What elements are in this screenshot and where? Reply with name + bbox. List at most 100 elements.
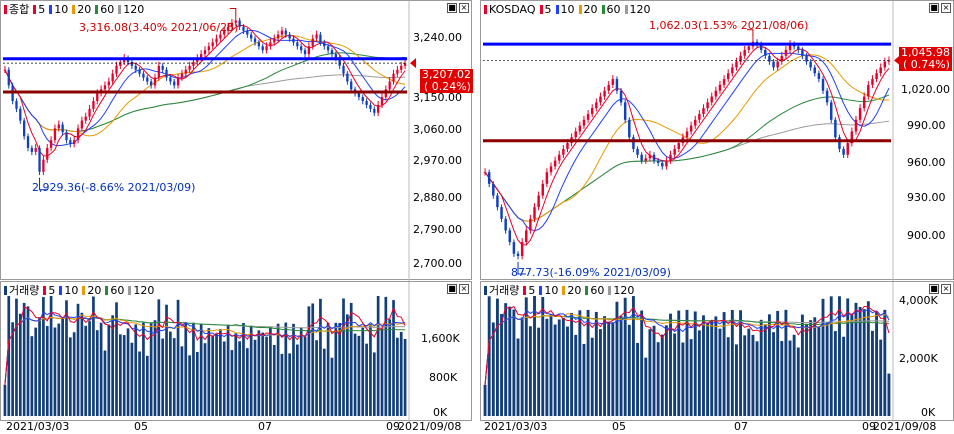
candle-up	[88, 108, 91, 117]
candle-down	[288, 34, 291, 39]
candle-down	[797, 46, 800, 50]
candle-up	[311, 38, 314, 47]
close-icon[interactable]: ×	[459, 284, 469, 294]
volume-bar	[677, 310, 681, 416]
volume-bar	[192, 322, 195, 416]
maximize-icon[interactable]: ■	[447, 3, 457, 13]
right-xtick-3: 07	[734, 420, 748, 433]
volume-bar	[292, 323, 295, 416]
volume-bar	[512, 309, 516, 416]
volume-bar	[338, 322, 342, 416]
volume-bar	[648, 329, 652, 416]
volume-bar	[369, 324, 372, 416]
volume-bar	[500, 313, 503, 416]
volume-bar	[84, 325, 88, 416]
volume-bar	[18, 313, 22, 416]
volume-bar	[726, 337, 730, 416]
candle-down	[842, 148, 845, 155]
left-ytick-3: 3,060.00	[413, 123, 462, 136]
candle-down	[303, 50, 307, 55]
left-legend-name: 종합	[4, 3, 29, 16]
left-current-change: ( 0.24%)	[423, 80, 471, 93]
right-volume-chart	[483, 282, 894, 422]
maximize-icon[interactable]: ■	[447, 284, 457, 294]
volume-bar	[11, 322, 14, 416]
candle-down	[250, 34, 253, 39]
volume-bar	[80, 312, 84, 416]
volume-bar	[238, 341, 241, 416]
candle-down	[809, 61, 812, 68]
volume-bar	[821, 298, 825, 416]
candle-up	[871, 79, 874, 85]
left-vol-legend-ma60: 60	[105, 284, 124, 297]
candle-up	[553, 160, 557, 167]
candle-up	[525, 230, 528, 243]
right-xtick-1: 2021/03/03	[484, 420, 548, 433]
volume-bar	[122, 335, 126, 416]
candle-up	[858, 108, 862, 120]
volume-bar	[590, 337, 594, 416]
candle-down	[350, 81, 353, 90]
right-volume-panel: 거래량 5 10 20 60 120 ■ × 4,000K 2,000K 0K	[480, 281, 954, 422]
volume-bar	[376, 296, 380, 416]
close-icon[interactable]: ×	[941, 3, 951, 13]
candle-down	[759, 44, 763, 50]
volume-bar	[88, 321, 91, 416]
left-high-annotation: 3,316.08(3.40% 2021/06/25)	[79, 21, 239, 34]
candle-up	[677, 143, 680, 149]
volume-bar	[3, 384, 7, 416]
maximize-icon[interactable]: ■	[929, 284, 939, 294]
volume-bar	[730, 310, 734, 416]
candle-up	[53, 128, 57, 141]
candle-up	[747, 46, 751, 50]
candle-up	[115, 65, 118, 74]
volume-bar	[184, 323, 188, 416]
volume-bar	[796, 347, 800, 416]
volume-bar	[346, 314, 349, 416]
maximize-icon[interactable]: ■	[929, 3, 939, 13]
volume-bar	[718, 328, 722, 416]
volume-bar	[656, 342, 660, 416]
candle-up	[280, 30, 284, 35]
volume-bar	[342, 298, 345, 416]
volume-bar	[130, 342, 134, 416]
left-volume-panel: 거래량 5 10 20 60 120 ■ × 1,600K 800K 0K	[0, 281, 472, 422]
volume-bar	[361, 327, 365, 416]
candle-up	[578, 125, 582, 132]
left-ytick-5: 2,880.00	[413, 191, 462, 204]
volume-bar	[311, 303, 315, 416]
volume-bar	[269, 327, 272, 416]
volume-bar	[780, 341, 784, 416]
candle-down	[134, 65, 137, 70]
right-legend-ma20: 20	[578, 3, 598, 16]
volume-bar	[334, 322, 338, 416]
candle-down	[61, 124, 64, 133]
volume-bar	[763, 324, 767, 416]
volume-bar	[61, 318, 64, 416]
volume-bar	[53, 327, 57, 416]
vol-ma5-line	[4, 305, 406, 385]
volume-bar	[495, 298, 499, 416]
volume-bar	[875, 311, 879, 416]
candle-up	[698, 113, 701, 120]
candle-up	[84, 116, 87, 121]
volume-bar	[153, 320, 157, 416]
right-legend-ma5: 5	[539, 3, 552, 16]
close-icon[interactable]: ×	[941, 284, 951, 294]
right-vol-legend-ma120: 120	[608, 284, 634, 297]
volume-bar	[99, 322, 103, 416]
volume-bar	[326, 322, 330, 416]
candle-down	[838, 137, 841, 149]
candle-up	[586, 113, 590, 120]
close-icon[interactable]: ×	[459, 3, 469, 13]
candle-up	[199, 54, 203, 59]
volume-bar	[15, 298, 18, 416]
candle-up	[611, 79, 615, 85]
candle-up	[603, 90, 606, 97]
candle-down	[65, 132, 68, 141]
candle-up	[388, 81, 391, 90]
volume-bar	[30, 336, 34, 416]
candle-up	[710, 96, 713, 103]
right-vol-ytick-2: 2,000K	[899, 352, 938, 365]
volume-bar	[188, 355, 191, 416]
